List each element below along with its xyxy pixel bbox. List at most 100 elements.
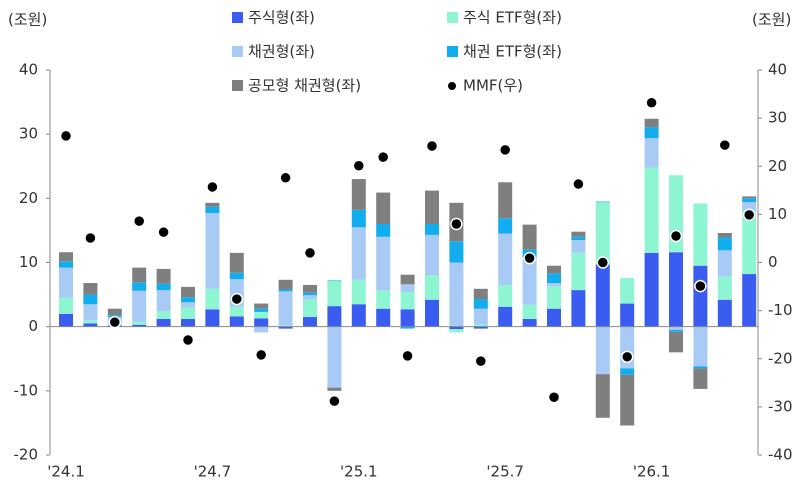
mmf-dot bbox=[742, 208, 756, 222]
bar-segment bbox=[132, 267, 147, 283]
bar-segment bbox=[742, 211, 757, 275]
y-tick-label: -20 bbox=[14, 446, 39, 464]
mmf-dot bbox=[352, 159, 366, 173]
y2-tick-label: -10 bbox=[768, 301, 793, 319]
bar-segment bbox=[571, 290, 586, 327]
bar-segment bbox=[669, 252, 683, 327]
y2-tick-label: 40 bbox=[768, 61, 787, 79]
bar-segment bbox=[473, 299, 488, 309]
bar-segment bbox=[376, 236, 391, 291]
legend-marker bbox=[232, 12, 243, 23]
bar-segment bbox=[254, 308, 269, 312]
bar-segment bbox=[156, 318, 171, 327]
bar-segment bbox=[181, 318, 195, 327]
bar-segment bbox=[303, 295, 317, 300]
bar-segment bbox=[717, 232, 732, 238]
bar-segment bbox=[351, 227, 366, 280]
bar-segment bbox=[132, 321, 147, 325]
mmf-dot bbox=[181, 333, 195, 347]
bar-segment bbox=[327, 306, 342, 327]
bar-segment bbox=[717, 299, 732, 327]
bar-segment bbox=[181, 286, 195, 298]
x-tick-label: '25.7 bbox=[486, 463, 524, 481]
bar-segment bbox=[644, 252, 659, 327]
bar-segment bbox=[571, 240, 586, 253]
bar-segment bbox=[522, 257, 537, 305]
bar-segment bbox=[156, 311, 171, 319]
mmf-dot bbox=[474, 354, 488, 368]
bar-segment bbox=[132, 290, 147, 322]
legend-label: 주식 ETF형(좌) bbox=[463, 9, 562, 27]
bar-segment bbox=[498, 284, 513, 307]
bar-segment bbox=[595, 374, 610, 418]
bar-segment bbox=[400, 292, 415, 310]
bar-segment bbox=[376, 290, 391, 309]
x-tick-label: '26.1 bbox=[633, 463, 671, 481]
bar-segment bbox=[742, 274, 757, 327]
mmf-dot bbox=[108, 315, 122, 329]
bar-segment bbox=[59, 313, 73, 327]
bar-segment bbox=[107, 308, 122, 316]
legend-marker bbox=[232, 80, 243, 91]
bar-segment bbox=[717, 276, 732, 300]
bar-segment bbox=[327, 326, 342, 388]
bar-segment bbox=[693, 326, 708, 367]
bar-segment bbox=[376, 192, 391, 224]
mmf-dot bbox=[84, 231, 97, 245]
bar-segment bbox=[229, 252, 244, 273]
bar-segment bbox=[59, 267, 73, 298]
y2-tick-label: -30 bbox=[768, 397, 793, 415]
legend-marker bbox=[447, 46, 458, 57]
mmf-dot bbox=[669, 229, 683, 243]
bar-segment bbox=[83, 323, 98, 327]
legend-marker bbox=[447, 81, 457, 91]
bar-segment bbox=[449, 262, 464, 327]
mmf-dot bbox=[132, 214, 146, 228]
y2-axis-label: (조원) bbox=[752, 11, 791, 29]
mmf-dot bbox=[596, 256, 610, 269]
bar-segment bbox=[132, 324, 147, 327]
bar-segment bbox=[376, 224, 391, 237]
bar-segment bbox=[522, 224, 537, 250]
mmf-dot bbox=[279, 171, 292, 185]
x-tick-label: '25.1 bbox=[340, 463, 378, 481]
y2-tick-label: -20 bbox=[768, 349, 793, 367]
legend-label: 채권형(좌) bbox=[248, 43, 315, 61]
bar-segment bbox=[449, 241, 464, 263]
bar-segment bbox=[669, 329, 683, 332]
bar-segment bbox=[473, 326, 488, 329]
mmf-dot bbox=[376, 150, 390, 164]
bar-segment bbox=[742, 196, 757, 199]
bar-segment bbox=[425, 224, 439, 235]
bar-segment bbox=[254, 303, 269, 309]
mmf-dot bbox=[59, 129, 73, 143]
mmf-dot bbox=[303, 246, 317, 260]
bar-segment bbox=[547, 265, 561, 274]
bar-segment bbox=[376, 308, 391, 327]
bar-segment bbox=[205, 288, 220, 310]
bar-segment bbox=[669, 331, 683, 353]
bar-segment bbox=[229, 272, 244, 280]
bar-segment bbox=[669, 326, 683, 330]
bar-segment bbox=[254, 311, 269, 319]
x-tick-label: '24.1 bbox=[47, 463, 85, 481]
bar-segment bbox=[303, 299, 317, 318]
bar-segment bbox=[425, 234, 439, 276]
bar-segment bbox=[59, 297, 73, 314]
mmf-dot bbox=[328, 394, 341, 408]
bar-segment bbox=[254, 318, 269, 327]
bar-segment bbox=[473, 308, 488, 325]
bar-segment bbox=[278, 291, 293, 326]
bar-segment bbox=[644, 138, 659, 168]
mmf-dot bbox=[572, 177, 585, 191]
bar-segment bbox=[351, 179, 366, 210]
mmf-dot bbox=[230, 292, 244, 306]
bar-segment bbox=[205, 213, 220, 289]
mmf-dot bbox=[547, 391, 561, 404]
y2-tick-label: 30 bbox=[768, 109, 787, 127]
legend-label: MMF(우) bbox=[463, 77, 523, 95]
bar-segment bbox=[400, 284, 415, 293]
mmf-dot bbox=[645, 96, 658, 109]
bar-segment bbox=[595, 202, 610, 265]
